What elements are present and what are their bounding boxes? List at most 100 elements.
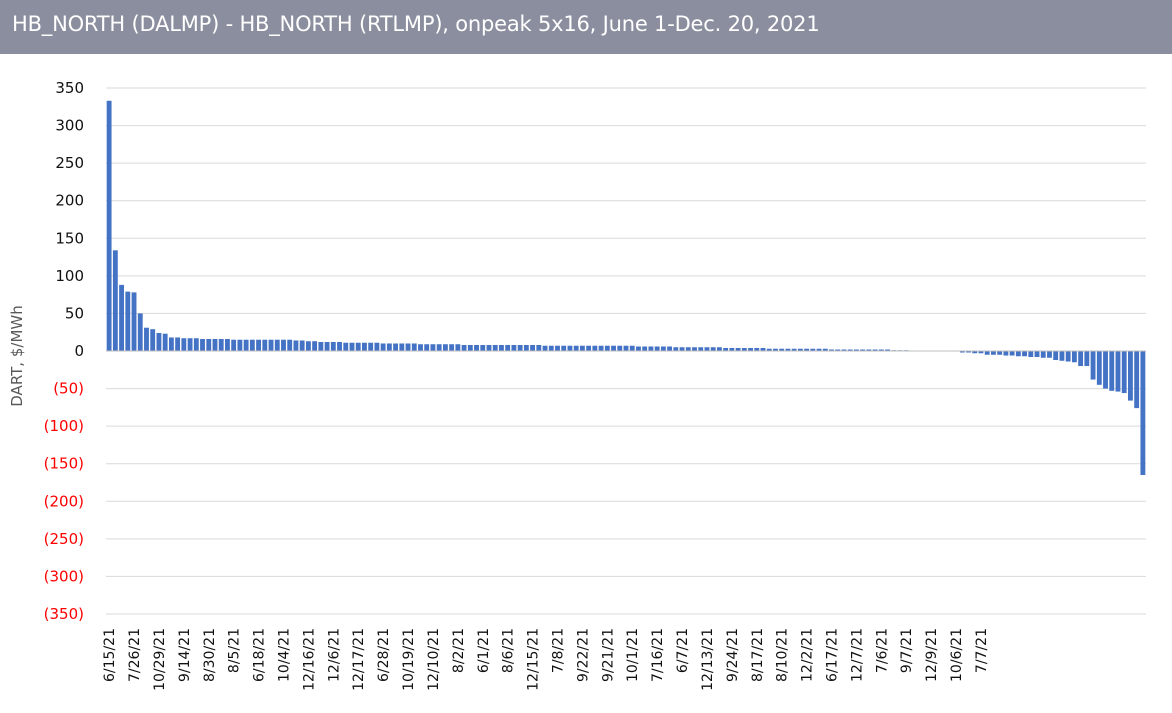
bar	[187, 338, 193, 351]
bar	[604, 345, 610, 351]
bar	[1040, 351, 1046, 358]
x-tick-label: 10/1/21	[625, 628, 641, 682]
bar	[181, 338, 187, 351]
x-tick-label: 9/24/21	[725, 628, 741, 682]
bar	[1078, 351, 1084, 367]
x-tick-label: 12/13/21	[700, 628, 716, 691]
x-tick-label: 7/26/21	[127, 628, 143, 682]
x-tick-label: 10/29/21	[152, 628, 168, 691]
bar	[200, 338, 205, 351]
bar	[685, 347, 691, 351]
y-tick-label: 150	[55, 229, 84, 247]
bar	[642, 346, 648, 351]
x-tick-label: 9/7/21	[899, 628, 915, 673]
bar	[1128, 351, 1133, 401]
bar	[467, 344, 473, 351]
bar	[561, 345, 567, 351]
bar	[530, 344, 536, 351]
bar	[853, 349, 859, 351]
bar	[1022, 351, 1027, 357]
bar	[617, 345, 623, 351]
bar	[399, 343, 405, 351]
y-tick-label: (300)	[44, 567, 84, 585]
bar	[393, 343, 399, 351]
x-tick-label: 12/15/21	[526, 628, 542, 691]
y-tick-label: 350	[55, 79, 84, 97]
bar	[1121, 351, 1127, 394]
bar	[1034, 351, 1040, 358]
x-tick-label: 6/17/21	[825, 628, 841, 682]
bar	[959, 351, 965, 353]
x-tick-label: 8/30/21	[202, 628, 218, 682]
bar	[256, 339, 262, 351]
bar	[243, 339, 249, 351]
bar	[225, 338, 230, 351]
y-tick-label: 100	[55, 267, 84, 285]
bar	[486, 344, 492, 351]
x-tick-label: 12/9/21	[924, 628, 940, 682]
bar	[324, 341, 330, 351]
bar	[679, 347, 685, 351]
x-tick-label: 7/6/21	[874, 628, 890, 673]
bar	[804, 348, 810, 351]
bar	[156, 332, 162, 351]
bar	[1096, 351, 1102, 385]
bar	[374, 342, 380, 351]
bar	[268, 339, 274, 351]
bar	[330, 341, 336, 351]
x-tick-label: 10/19/21	[401, 628, 417, 691]
bar	[119, 284, 124, 351]
bar	[449, 344, 455, 351]
x-tick-label: 12/6/21	[326, 628, 342, 682]
bar	[1140, 351, 1146, 475]
bar	[841, 349, 847, 351]
bar	[729, 347, 735, 351]
bar	[523, 344, 529, 351]
x-tick-label: 10/6/21	[949, 628, 965, 682]
bar	[542, 345, 548, 351]
bar	[312, 341, 318, 351]
bar	[1028, 351, 1034, 358]
bar	[667, 346, 673, 351]
x-tick-label: 6/1/21	[476, 628, 492, 673]
y-tick-label: 50	[65, 304, 84, 322]
bar	[766, 348, 772, 351]
bar	[231, 339, 237, 351]
bar	[822, 348, 828, 351]
x-tick-label: 12/17/21	[351, 628, 367, 691]
bar	[337, 341, 342, 351]
bar	[835, 349, 841, 351]
x-tick-label: 12/2/21	[800, 628, 816, 682]
bar	[598, 345, 604, 351]
bar	[355, 342, 361, 351]
y-axis-title: DART, $/MWh	[8, 305, 26, 406]
bar	[499, 344, 504, 351]
bar	[362, 342, 367, 351]
y-tick-label: 0	[74, 342, 84, 360]
bar	[131, 292, 137, 351]
bar	[262, 339, 268, 351]
bar	[741, 347, 747, 351]
x-tick-label: 7/7/21	[974, 628, 990, 673]
x-tick-label: 10/4/21	[276, 628, 292, 682]
bar	[175, 337, 181, 351]
bar	[1065, 351, 1071, 362]
y-tick-label: (150)	[44, 455, 84, 473]
bar	[349, 342, 355, 351]
bar	[274, 339, 280, 351]
y-tick-label: 200	[55, 192, 84, 210]
bar	[829, 349, 834, 351]
y-tick-label: (50)	[53, 380, 84, 398]
bar	[748, 347, 753, 351]
bar	[511, 344, 517, 351]
bar	[704, 347, 710, 351]
bar	[735, 347, 741, 351]
bar	[754, 347, 760, 351]
bar	[212, 338, 218, 351]
bar	[1009, 351, 1015, 356]
bar	[773, 348, 778, 351]
bar	[990, 351, 996, 355]
bar	[517, 344, 523, 351]
bar	[492, 344, 498, 351]
bar	[430, 344, 436, 351]
